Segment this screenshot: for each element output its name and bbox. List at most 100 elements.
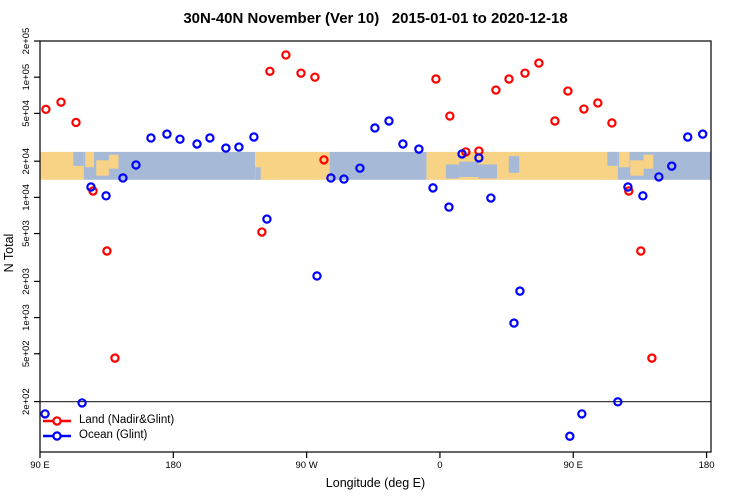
data-point-ocean — [398, 139, 408, 149]
data-point-land — [647, 353, 657, 363]
data-point-land — [110, 353, 120, 363]
data-point-land — [296, 68, 306, 78]
data-point-ocean — [428, 183, 438, 193]
map-band-patch-land — [643, 154, 654, 169]
legend-item-land: Land (Nadir&Glint) — [42, 413, 174, 428]
data-point-ocean — [577, 409, 587, 419]
y-tick-label: 5e+04 — [21, 100, 32, 127]
data-point-ocean — [262, 214, 272, 224]
y-tick-label: 2e+02 — [21, 388, 32, 415]
plot-box — [39, 40, 712, 453]
data-point-ocean — [613, 397, 623, 407]
y-tick-label: 1e+05 — [21, 64, 32, 91]
legend-symbol-land-icon — [43, 415, 71, 426]
data-point-land — [71, 117, 81, 128]
data-point-ocean — [118, 173, 128, 183]
y-tick-label: 2e+04 — [21, 148, 32, 175]
y-tick-label: 1e+03 — [21, 304, 32, 331]
y-tick-label: 1e+04 — [21, 184, 32, 211]
data-point-ocean — [486, 193, 496, 203]
map-band-patch-ocean — [445, 164, 460, 179]
data-point-ocean — [384, 116, 394, 126]
data-point-ocean — [474, 153, 484, 163]
legend-label-land: Land (Nadir&Glint) — [79, 414, 175, 426]
map-band-land — [255, 151, 330, 180]
data-point-ocean — [131, 160, 141, 170]
data-point-land — [534, 58, 544, 68]
map-band-patch-land — [108, 154, 119, 169]
legend-item-ocean: Ocean (Glint) — [42, 428, 174, 443]
data-point-ocean — [444, 202, 454, 212]
data-point-ocean — [40, 409, 50, 419]
data-point-ocean — [77, 398, 87, 408]
map-band-patch-ocean — [508, 156, 520, 173]
data-point-land — [550, 116, 560, 126]
data-point-land — [445, 111, 455, 121]
data-point-ocean — [205, 133, 215, 143]
x-tick-label: 180 — [699, 460, 715, 471]
data-point-ocean — [623, 182, 633, 192]
data-point-land — [431, 74, 441, 84]
data-point-ocean — [509, 318, 519, 328]
data-point-ocean — [370, 123, 380, 133]
y-tick-label: 2e+03 — [21, 268, 32, 295]
map-band-patch-land — [85, 151, 95, 168]
data-point-ocean — [86, 182, 96, 192]
data-point-land — [257, 227, 267, 237]
data-point-ocean — [654, 172, 664, 182]
y-tick-label: 2e+05 — [21, 28, 32, 55]
data-point-land — [593, 98, 603, 108]
data-point-land — [520, 68, 530, 78]
data-point-ocean — [249, 132, 259, 142]
data-point-ocean — [221, 143, 231, 153]
map-band-patch-land — [619, 151, 630, 168]
legend-symbol-ocean-icon — [43, 430, 71, 441]
x-axis-title: Longitude (deg E) — [325, 476, 426, 490]
x-tick-label: 180 — [165, 460, 181, 471]
data-point-land — [563, 86, 573, 96]
y-tick-label: 5e+03 — [21, 220, 32, 247]
x-tick-label: 0 — [437, 460, 442, 471]
data-point-ocean — [234, 142, 244, 152]
data-point-land — [624, 186, 634, 196]
data-point-land — [579, 104, 589, 114]
data-point-land — [310, 72, 320, 82]
map-band-patch-ocean — [607, 151, 618, 166]
data-point-ocean — [638, 191, 648, 201]
data-point-land — [102, 246, 112, 256]
data-point-ocean — [457, 149, 467, 159]
legend: Land (Nadir&Glint) Ocean (Glint) — [42, 413, 174, 443]
map-band-patch-ocean — [478, 164, 497, 179]
data-point-ocean — [698, 129, 708, 139]
data-point-land — [281, 50, 291, 60]
map-band-patch-ocean — [459, 161, 479, 178]
chart-title: 30N-40N November (Ver 10) 2015-01-01 to … — [183, 10, 568, 27]
data-point-ocean — [565, 431, 575, 441]
data-point-land — [491, 85, 501, 95]
data-point-land — [56, 97, 66, 107]
data-point-land — [265, 66, 275, 76]
legend-label-ocean: Ocean (Glint) — [79, 429, 148, 441]
data-point-ocean — [515, 286, 525, 296]
x-tick-label: 90 E — [30, 460, 50, 471]
data-point-ocean — [414, 144, 424, 154]
data-point-ocean — [101, 191, 111, 201]
data-point-land — [636, 246, 646, 256]
map-band-patch-ocean — [73, 151, 84, 166]
data-point-land — [41, 104, 51, 115]
data-point-ocean — [192, 139, 202, 149]
data-point-land — [504, 74, 514, 84]
data-point-ocean — [355, 163, 365, 173]
y-axis-title: N Total — [2, 233, 16, 273]
data-point-ocean — [326, 173, 336, 183]
x-tick-label: 90 W — [296, 460, 318, 471]
map-band-patch-land — [96, 160, 109, 176]
data-point-ocean — [162, 129, 172, 139]
map-band-patch-land — [630, 160, 644, 176]
data-point-land — [607, 118, 617, 128]
data-point-ocean — [339, 174, 349, 184]
data-point-ocean — [146, 133, 156, 143]
data-point-ocean — [312, 271, 322, 281]
